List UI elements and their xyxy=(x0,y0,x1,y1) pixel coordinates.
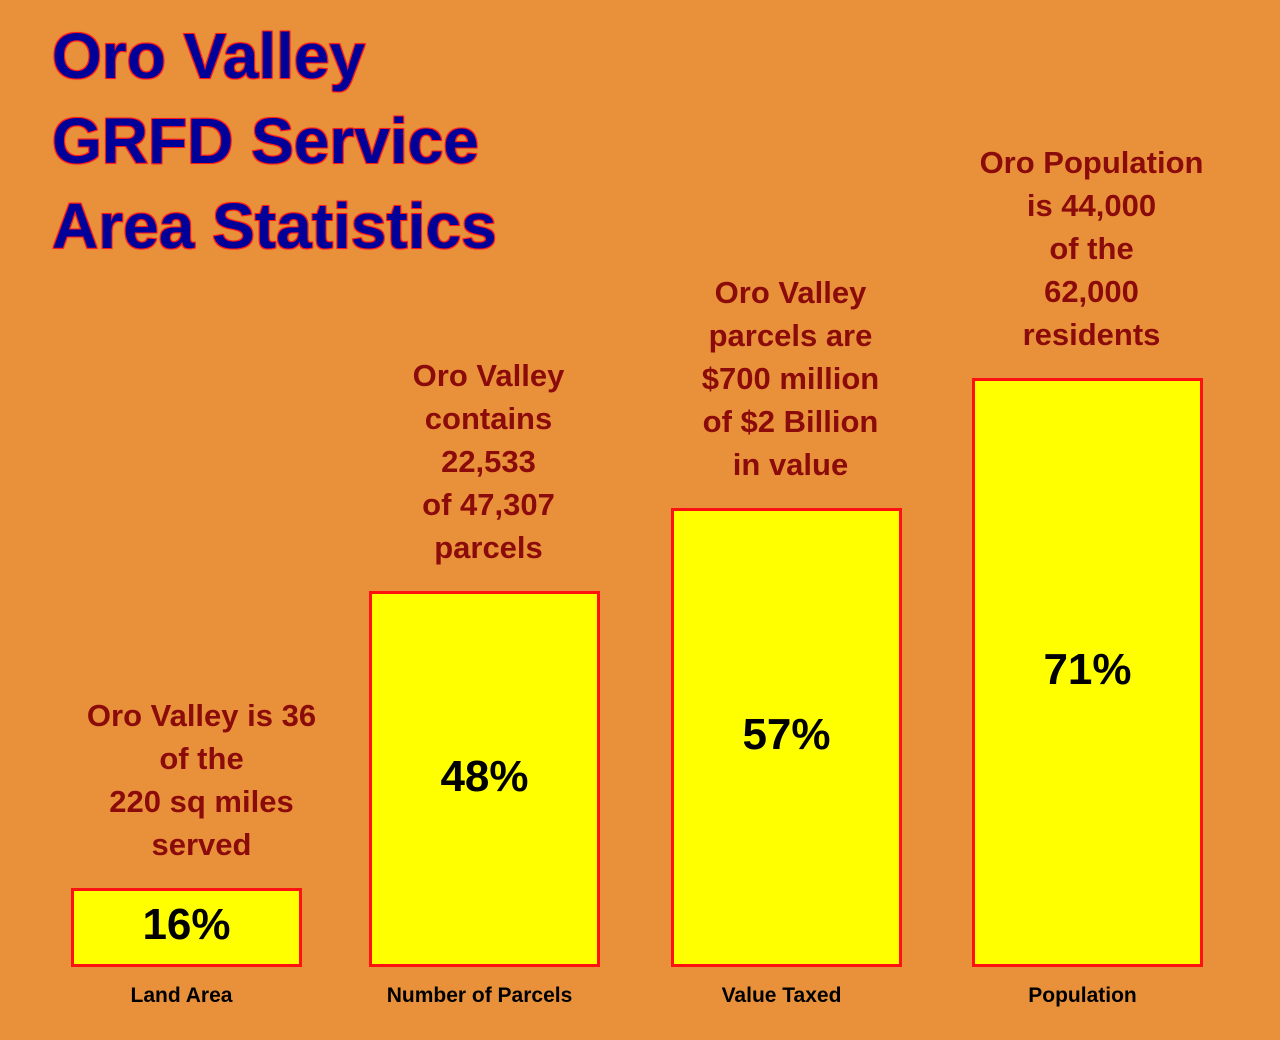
annotation-line: Oro Valley xyxy=(412,358,565,394)
bar-value-label: 16% xyxy=(142,900,231,950)
title-line: Area Statistics xyxy=(51,189,498,263)
title-line: GRFD Service xyxy=(51,104,480,178)
annotation-line: 62,000 xyxy=(1044,273,1139,309)
annotation-line: $700 million xyxy=(701,360,880,396)
annotation-line: Oro Valley xyxy=(714,274,867,310)
bar xyxy=(369,591,600,967)
annotation-line: contains xyxy=(424,401,553,437)
bar-annotation: Oro Valley is 36 of the 220 sq miles served xyxy=(52,694,352,866)
annotation-line: 220 sq miles xyxy=(109,783,294,819)
annotation-line: residents xyxy=(1022,316,1161,352)
annotation-line: served xyxy=(151,826,252,862)
annotation-line: of the xyxy=(159,740,244,776)
bar-value-label: 57% xyxy=(742,710,831,760)
chart-title: Oro Valley GRFD Service Area Statistics xyxy=(51,14,498,269)
annotation-line: parcels are xyxy=(708,317,873,353)
category-label: Land Area xyxy=(130,984,233,1007)
annotation-line: is 44,000 xyxy=(1026,187,1157,223)
bar-value-label: 48% xyxy=(440,752,529,802)
annotation-line: Oro Population xyxy=(979,144,1204,180)
bar xyxy=(671,507,902,967)
annotation-line: 22,533 xyxy=(441,444,536,480)
bar xyxy=(972,377,1203,967)
annotation-line: in value xyxy=(732,446,849,482)
bar xyxy=(71,887,302,967)
annotation-line: Oro Valley is 36 xyxy=(86,697,317,733)
annotation-line: of 47,307 xyxy=(422,487,555,523)
category-label: Number of Parcels xyxy=(386,984,573,1007)
title-line: Oro Valley xyxy=(51,19,366,93)
bar-annotation: Oro Valley parcels are $700 million of $2 B… xyxy=(641,271,941,486)
bar-annotation: Oro Valley contains 22,533 of 47,307 parcels xyxy=(339,354,639,569)
bar-annotation: Oro Population is 44,000 of the 62,000 resid… xyxy=(942,141,1242,356)
annotation-line: of $2 Billion xyxy=(702,403,879,439)
category-label: Population xyxy=(1028,984,1137,1007)
bar-value-label: 71% xyxy=(1043,645,1132,695)
category-label: Value Taxed xyxy=(721,984,842,1007)
annotation-line: parcels xyxy=(434,530,543,566)
annotation-line: of the xyxy=(1049,230,1134,266)
